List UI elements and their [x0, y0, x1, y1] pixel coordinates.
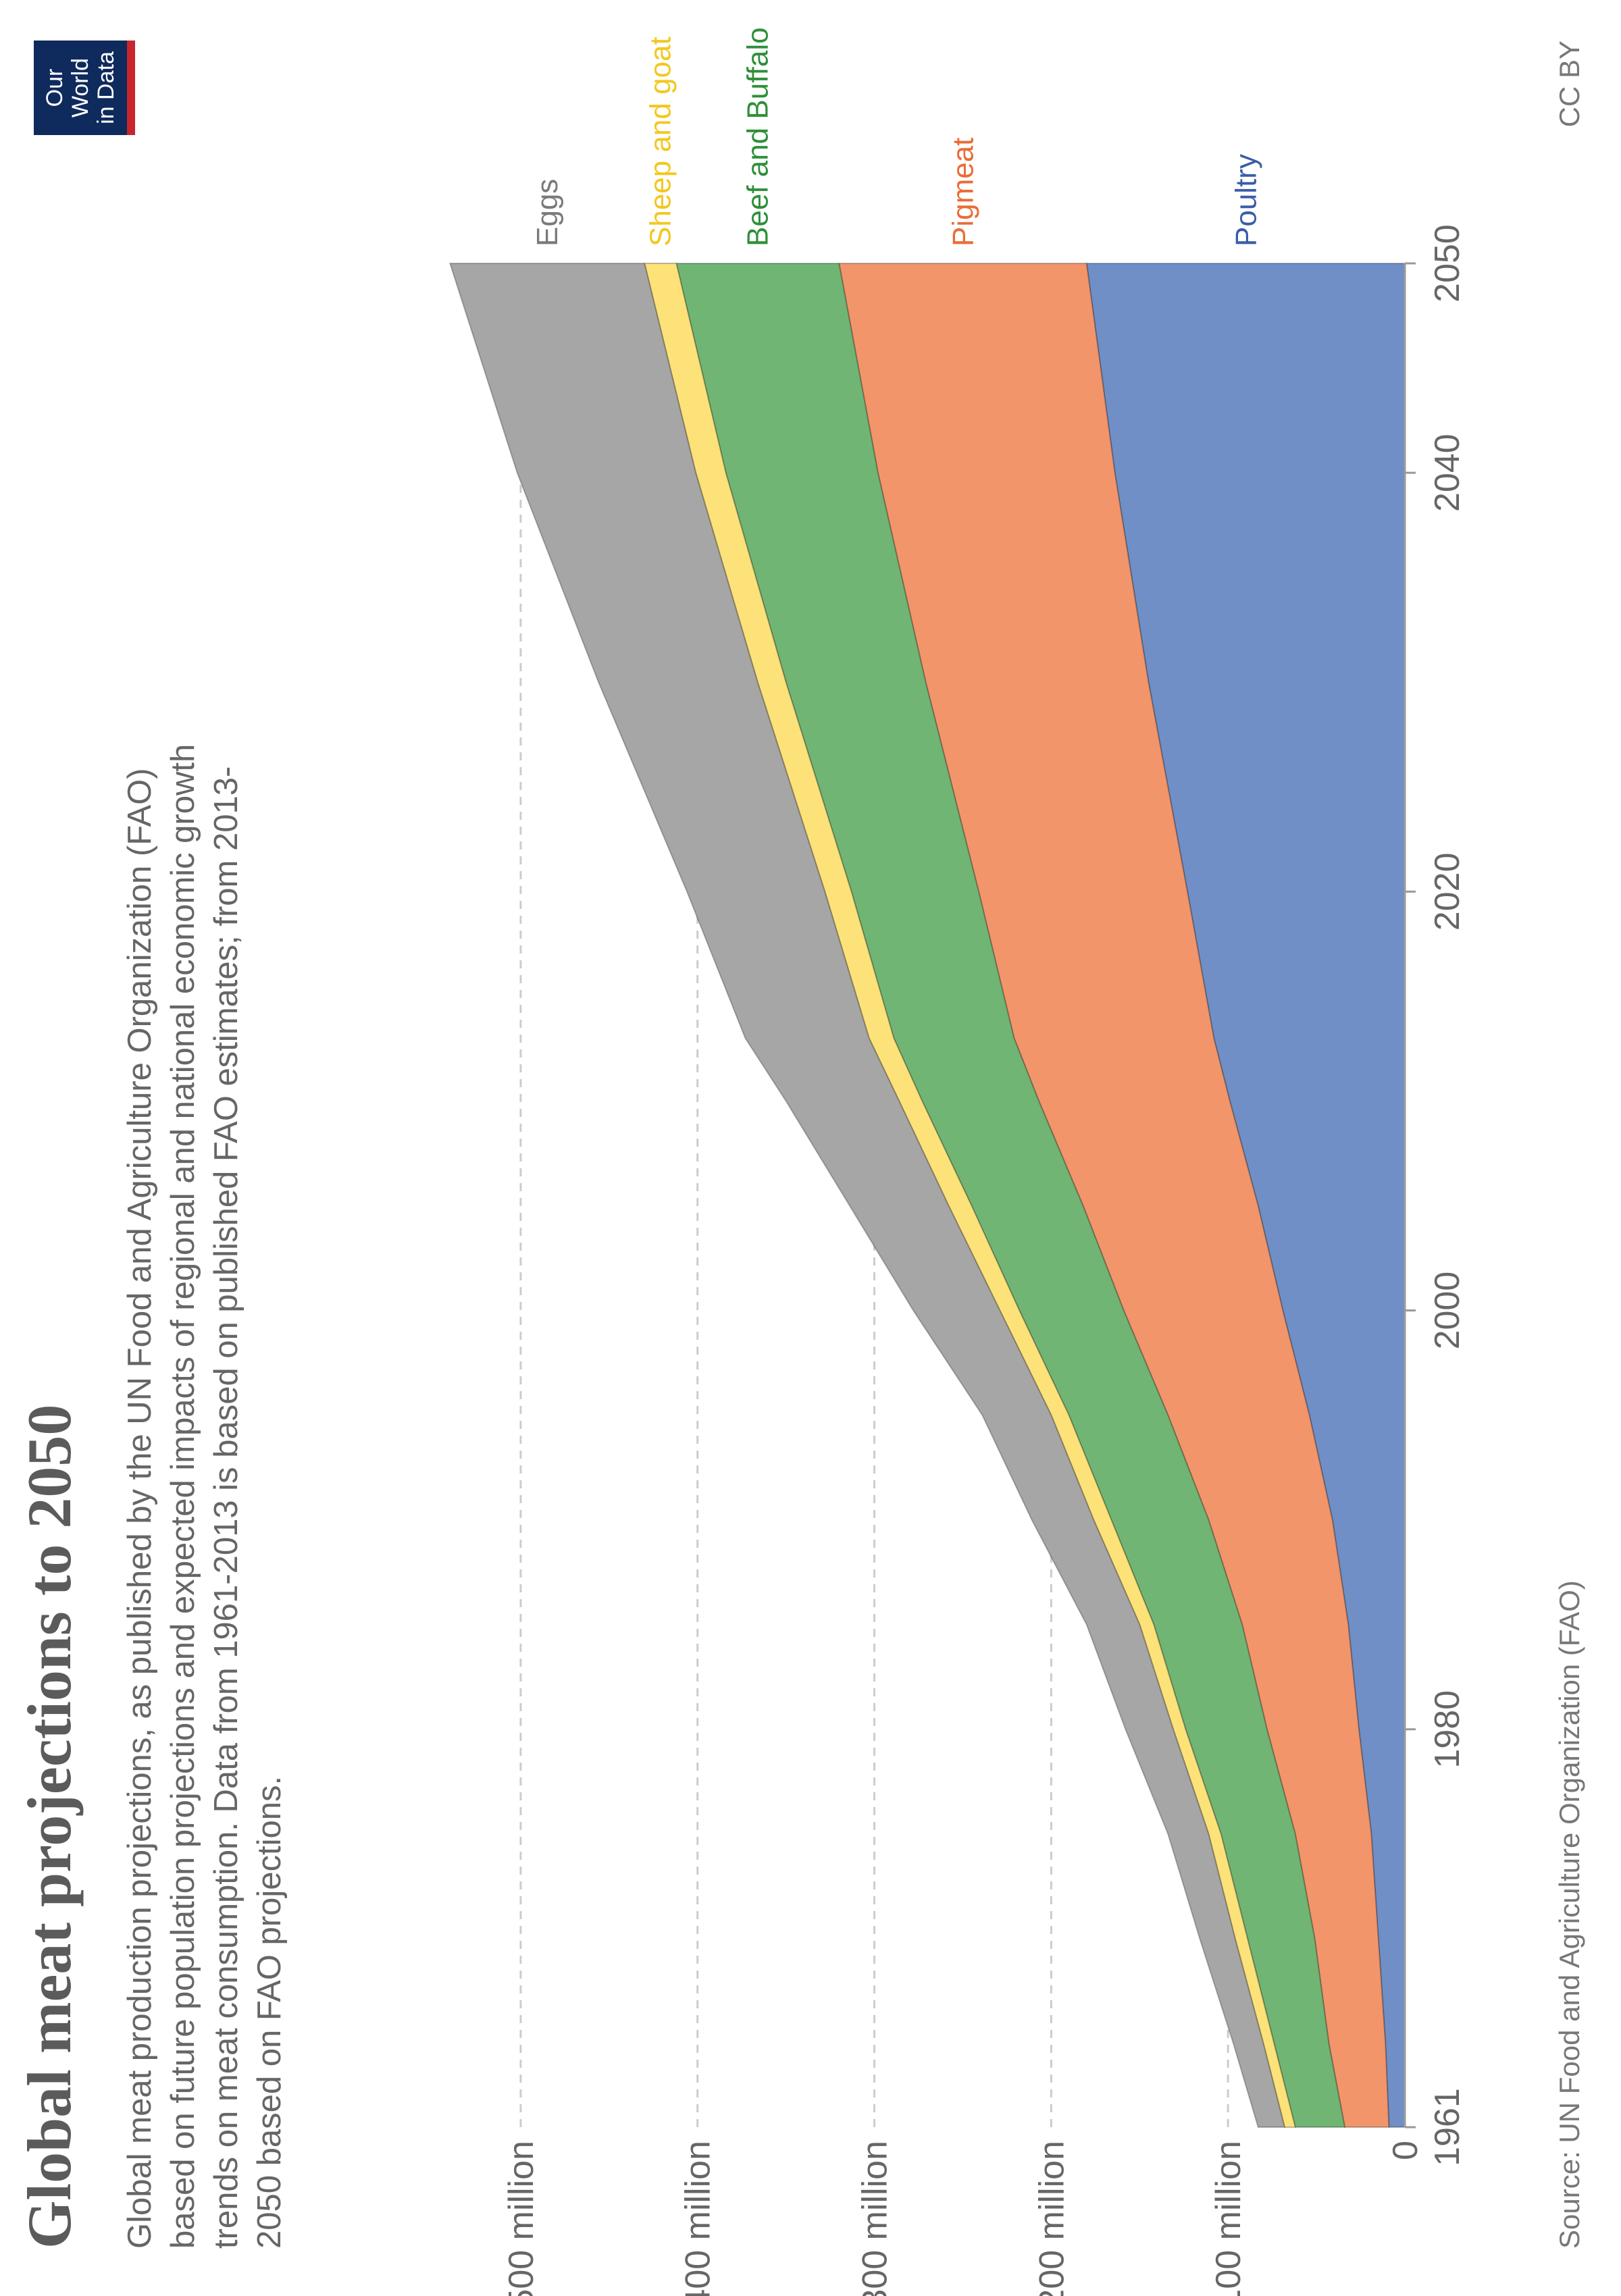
y-tick-label: 500 million	[502, 2141, 541, 2296]
x-tick-label: 1961	[1428, 2088, 1467, 2166]
x-tick-label: 2050	[1428, 224, 1467, 303]
series-label-sheep-and-goat: Sheep and goat	[644, 36, 677, 246]
stacked-areas	[448, 263, 1406, 2128]
license-link[interactable]: CC BY	[1553, 41, 1585, 128]
y-tick-label: 100 million	[1209, 2141, 1248, 2296]
y-tick-label: 200 million	[1032, 2141, 1071, 2296]
series-label-eggs: Eggs	[531, 179, 564, 246]
series-labels: Poultry Pigmeat Beef and Buffalo Sheep and …	[531, 27, 1262, 246]
x-tick-label: 2000	[1428, 1272, 1467, 1350]
axes: 0 100 million 200 million 300 million 400 mi…	[502, 224, 1467, 2296]
series-label-pigmeat: Pigmeat	[946, 138, 979, 246]
x-tick-label: 2040	[1428, 434, 1467, 512]
y-tick-label: 300 million	[856, 2141, 895, 2296]
area-beef-and-buffalo[interactable]	[675, 263, 1346, 2128]
source-note: Source: UN Food and Agriculture Organiza…	[1553, 1580, 1585, 2249]
series-label-beef-and-buffalo: Beef and Buffalo	[742, 27, 775, 246]
series-label-poultry: Poultry	[1229, 154, 1262, 246]
y-tick-label: 0	[1386, 2141, 1425, 2160]
x-tick-label: 1980	[1428, 1690, 1467, 1769]
x-tick-label: 2020	[1428, 852, 1467, 931]
y-tick-label: 400 million	[679, 2141, 718, 2296]
area-eggs[interactable]	[448, 263, 1286, 2128]
